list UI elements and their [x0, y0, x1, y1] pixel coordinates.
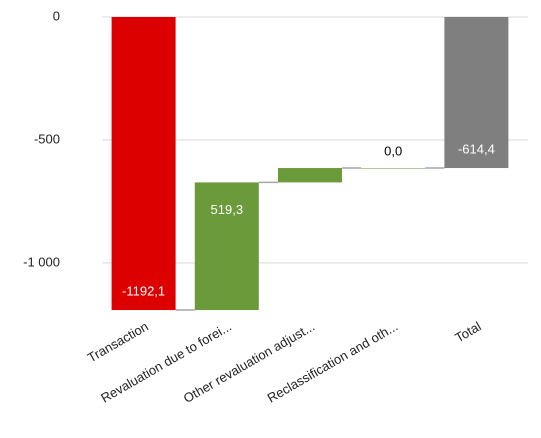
bar: [361, 168, 426, 169]
value-label: 0,0: [384, 143, 402, 158]
bar: [111, 17, 176, 311]
bar: [194, 182, 259, 311]
x-tick-label: Transaction: [85, 319, 151, 366]
y-tick-label: -1 000: [23, 254, 60, 269]
bar: [278, 168, 342, 183]
x-tick-label: Revaluation due to forei...: [98, 319, 234, 406]
value-label: 519,3: [211, 202, 244, 217]
x-tick-label: Reclassification and oth...: [265, 319, 401, 406]
value-label: -1192,1: [122, 283, 165, 298]
x-tick-label: Total: [452, 319, 483, 346]
value-label: -614,4: [458, 141, 495, 156]
y-tick-label: 0: [53, 8, 60, 23]
bar: [444, 17, 509, 169]
x-tick-label: Other revaluation adjust...: [181, 319, 317, 406]
y-tick-label: -500: [34, 131, 60, 146]
